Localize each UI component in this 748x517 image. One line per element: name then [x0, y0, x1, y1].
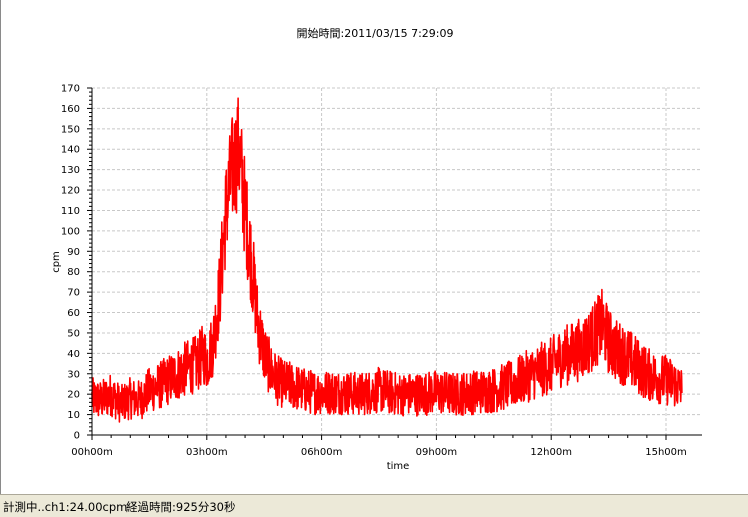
chart-window: 開始時間:2011/03/15 7:29:09 0 10 20 30 40 50 60 70 8…	[0, 0, 702, 494]
y-tick-label: 80	[67, 267, 80, 278]
status-measuring-text: 計測中..ch1:24.00cpm	[3, 500, 128, 514]
y-tick-label: 100	[61, 226, 80, 237]
y-tick-label: 160	[61, 104, 80, 115]
y-tick-label: 150	[61, 124, 80, 135]
status-bar: 計測中..ch1:24.00cpm 経過時間:925分30秒	[0, 494, 748, 517]
y-tick-label: 130	[61, 165, 80, 176]
y-tick-label: 10	[67, 410, 80, 421]
y-tick-label: 20	[67, 390, 80, 401]
y-tick-label: 120	[61, 186, 80, 197]
y-tick-label: 140	[61, 145, 80, 156]
x-tick-label: 06h00m	[301, 447, 343, 458]
y-tick-label: 110	[61, 206, 80, 217]
y-tick-label: 70	[67, 288, 80, 299]
y-tick-label: 170	[61, 84, 80, 95]
y-tick-label: 40	[67, 349, 80, 360]
chart-plot: 0 10 20 30 40 50 60 70 80 90 100 110 120 130 140 150 160…	[51, 84, 702, 472]
x-tick-label: 03h00m	[186, 447, 228, 458]
x-axis-title: time	[387, 461, 410, 472]
x-tick-label: 15h00m	[645, 447, 687, 458]
series-line	[91, 97, 683, 423]
x-tick-label: 12h00m	[530, 447, 572, 458]
chart-title: 開始時間:2011/03/15 7:29:09	[296, 27, 454, 40]
y-axis-title: cpm	[51, 251, 62, 273]
y-tick-label: 60	[67, 308, 80, 319]
y-tick-label: 50	[67, 328, 80, 339]
y-tick-label: 30	[67, 369, 80, 380]
x-tick-label: 09h00m	[416, 447, 458, 458]
y-tick-label: 90	[67, 247, 80, 258]
x-tick-label: 00h00m	[71, 447, 113, 458]
status-elapsed-text: 経過時間:925分30秒	[126, 500, 236, 514]
y-tick-label: 0	[74, 431, 80, 442]
